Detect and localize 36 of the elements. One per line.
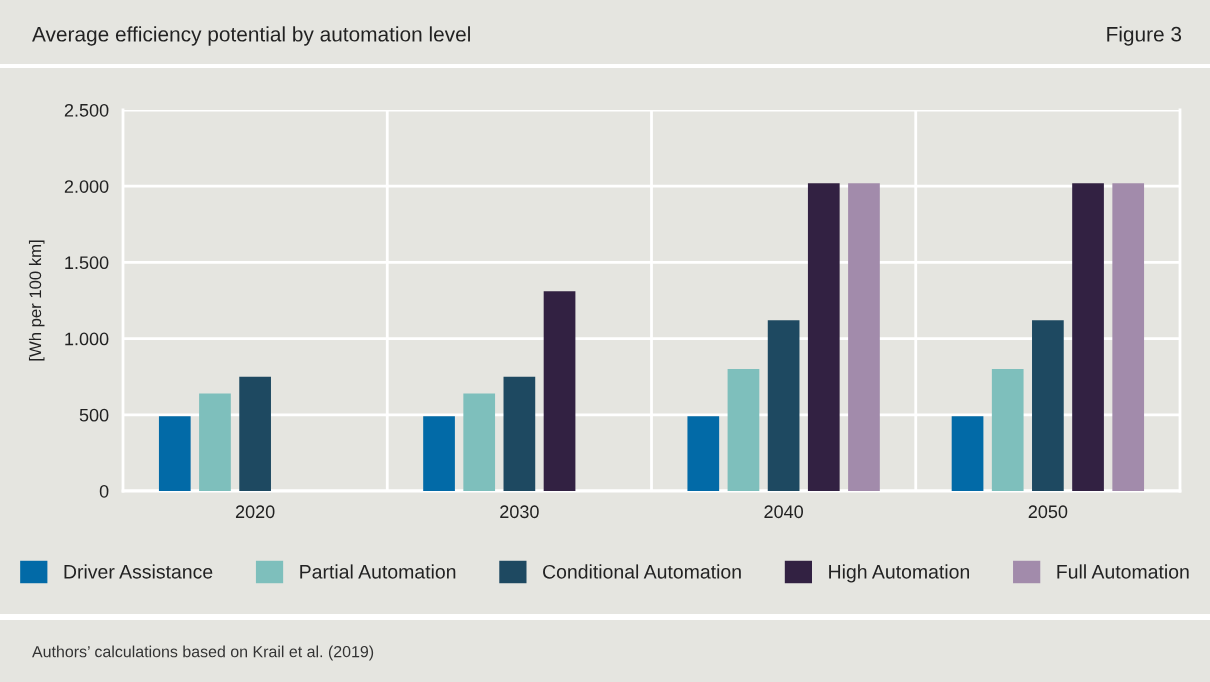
legend-label: Partial Automation bbox=[300, 564, 456, 579]
caption: Figure 3 bbox=[1107, 26, 1182, 46]
bar bbox=[1072, 183, 1104, 491]
legend-label: Conditional Automation bbox=[543, 564, 741, 579]
y-tick-label: 2.000 bbox=[64, 180, 109, 193]
bar bbox=[727, 369, 760, 491]
bar bbox=[503, 376, 536, 491]
legend-label: Full Automation bbox=[1057, 564, 1189, 579]
y-tick-label: 1.000 bbox=[65, 332, 109, 346]
bar bbox=[199, 393, 231, 491]
bar bbox=[1032, 320, 1064, 491]
bar bbox=[463, 393, 496, 491]
y-tick-label: 2.500 bbox=[64, 103, 109, 117]
bar bbox=[239, 376, 271, 491]
bar bbox=[991, 369, 1024, 491]
bar bbox=[951, 416, 984, 491]
bar bbox=[807, 183, 840, 491]
x-tick-label: 2020 bbox=[235, 505, 275, 519]
legend-label: Driver Assistance bbox=[64, 564, 213, 579]
x-tick-label: 2030 bbox=[500, 505, 539, 519]
y-tick-label: 1.500 bbox=[65, 256, 109, 270]
bar bbox=[767, 320, 800, 491]
bar bbox=[848, 183, 880, 491]
legend-label: High Automation bbox=[829, 564, 970, 583]
text: Authors’ calculations based on Krail et al. (2019) bbox=[32, 645, 374, 661]
x-tick-label: 2050 bbox=[1028, 505, 1068, 519]
bar bbox=[423, 416, 455, 491]
bar bbox=[543, 291, 576, 491]
x-tick-label: 2040 bbox=[764, 505, 803, 519]
chart-title: Average efficiency potential by automation level bbox=[32, 26, 470, 46]
y-tick-label: 0 bbox=[99, 484, 109, 498]
bar bbox=[158, 416, 191, 491]
y-axis-title: [Wh per 100 km] bbox=[28, 240, 45, 361]
y-tick-label: 500 bbox=[79, 408, 109, 422]
bar bbox=[1112, 183, 1145, 491]
bar bbox=[687, 416, 720, 491]
